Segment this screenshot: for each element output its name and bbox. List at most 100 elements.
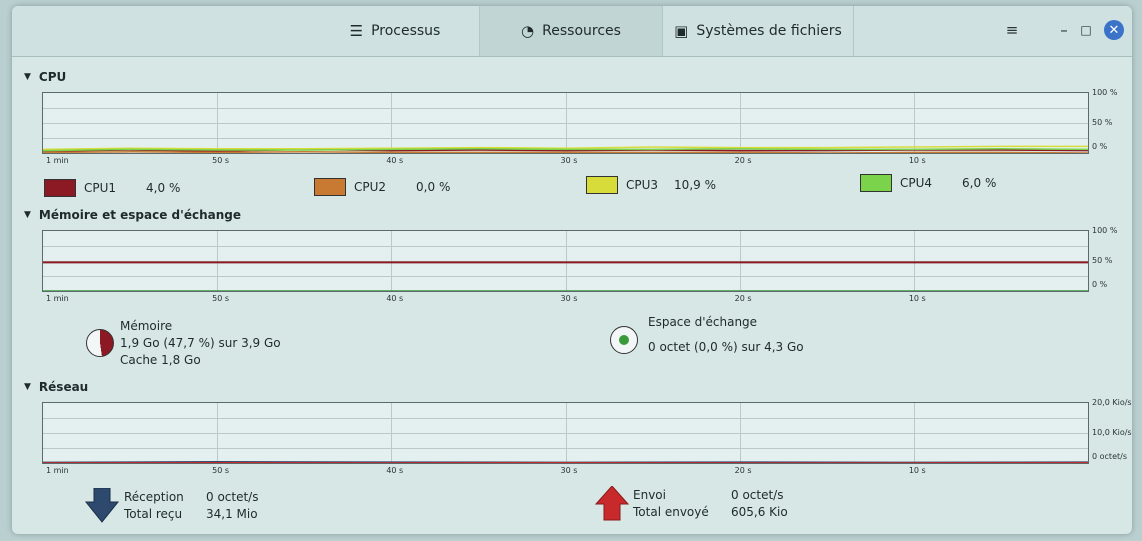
cpu-graph	[42, 92, 1089, 154]
section-title: Réseau	[38, 380, 89, 394]
swap-usage: 0 octet (0,0 %) sur 4,3 Go	[648, 340, 804, 354]
legend-name: CPU4	[900, 176, 933, 190]
cpu2-color-swatch[interactable]	[314, 178, 346, 196]
collapse-triangle-icon: ▼	[24, 382, 31, 392]
cpu-series-cpu2	[43, 151, 1088, 153]
cpu3-legend[interactable]: CPU3 10,9 %	[586, 176, 716, 194]
receive-total: 34,1 Mio	[206, 507, 258, 521]
memory-y-tick-label: 50 %	[1092, 256, 1113, 265]
legend-value: 6,0 %	[962, 176, 997, 190]
tab-processus[interactable]: ☰ Processus	[312, 6, 478, 56]
tab-empty	[853, 6, 1024, 56]
grid-line	[43, 123, 1088, 124]
network-y-tick-label: 0 octet/s	[1092, 452, 1127, 461]
tab-systemes-de-fichiers[interactable]: ▣ Systèmes de fichiers	[662, 6, 853, 56]
collapse-triangle-icon: ▼	[24, 210, 31, 220]
swap-dot-icon	[619, 335, 629, 345]
legend-value: 10,9 %	[674, 178, 716, 192]
memory-x-tick-label: 50 s	[212, 294, 230, 303]
legend-value: 0,0 %	[416, 180, 451, 194]
network-x-tick-label: 10 s	[908, 466, 926, 475]
cpu-y-tick-label: 0 %	[1092, 142, 1108, 151]
network-x-tick-label: 20 s	[734, 466, 752, 475]
menu-button[interactable]: ≡	[1000, 18, 1024, 42]
gauge-icon: ◔	[521, 22, 535, 40]
close-button[interactable]: ✕	[1104, 20, 1124, 40]
cpu4-color-swatch[interactable]	[860, 174, 892, 192]
maximize-button[interactable]: □	[1074, 18, 1098, 42]
cpu-series-cpu3	[43, 145, 1088, 151]
network-x-tick-label: 1 min	[46, 466, 69, 475]
network-plot-area	[43, 461, 1088, 463]
memory-usage-pie[interactable]	[86, 329, 114, 357]
list-icon: ☰	[349, 22, 364, 40]
download-arrow-icon[interactable]	[84, 488, 120, 524]
grid-line	[43, 433, 1088, 434]
upload-arrow-icon[interactable]	[594, 486, 630, 522]
memory-x-tick-label: 40 s	[386, 294, 404, 303]
cpu-x-tick-label: 40 s	[386, 156, 404, 165]
section-title: CPU	[38, 70, 67, 84]
swap-usage-pie[interactable]	[610, 326, 638, 354]
memory-title: Mémoire	[120, 319, 173, 333]
memory-x-tick-label: 10 s	[908, 294, 926, 303]
memory-plot-area	[43, 261, 1088, 291]
tab-ressources[interactable]: ◔ Ressources	[479, 6, 662, 56]
memory-cache: Cache 1,8 Go	[120, 353, 201, 367]
grid-line	[43, 448, 1088, 449]
close-icon: ✕	[1108, 22, 1120, 38]
memory-y-tick-label: 100 %	[1092, 226, 1118, 235]
grid-line	[43, 246, 1088, 247]
cpu-x-tick-label: 50 s	[212, 156, 230, 165]
network-y-tick-label: 20,0 Kio/s	[1092, 398, 1132, 407]
cpu-section-header[interactable]: ▼ CPU	[24, 70, 66, 84]
memory-x-tick-label: 30 s	[560, 294, 578, 303]
legend-value: 4,0 %	[146, 181, 181, 195]
tab-label: Ressources	[542, 23, 621, 39]
network-section-header[interactable]: ▼ Réseau	[24, 380, 88, 394]
grid-line	[43, 418, 1088, 419]
cpu1-legend[interactable]: CPU1 4,0 %	[44, 179, 180, 197]
receive-total-label: Total reçu	[124, 507, 183, 521]
cpu4-legend[interactable]: CPU4 6,0 %	[860, 174, 996, 192]
maximize-icon: □	[1080, 23, 1092, 37]
memory-x-tick-label: 20 s	[734, 294, 752, 303]
network-x-tick-label: 30 s	[560, 466, 578, 475]
send-rate: 0 octet/s	[731, 488, 784, 502]
memory-section-header[interactable]: ▼ Mémoire et espace d'échange	[24, 208, 241, 222]
receive-rate: 0 octet/s	[206, 490, 259, 504]
title-bar: ☰ Processus ◔ Ressources ▣ Systèmes de f…	[12, 6, 1132, 57]
memory-x-tick-label: 1 min	[46, 294, 69, 303]
memory-info: Mémoire 1,9 Go (47,7 %) sur 3,9 Go Cache…	[120, 318, 281, 369]
send-info: Envoi 0 octet/s Total envoyé 605,6 Kio	[633, 487, 788, 521]
swap-info: Espace d'échange 0 octet (0,0 %) sur 4,3…	[648, 314, 804, 356]
cpu1-color-swatch[interactable]	[44, 179, 76, 197]
cpu3-color-swatch[interactable]	[586, 176, 618, 194]
section-title: Mémoire et espace d'échange	[38, 208, 241, 222]
network-y-tick-label: 10,0 Kio/s	[1092, 428, 1132, 437]
memory-usage: 1,9 Go (47,7 %) sur 3,9 Go	[120, 336, 281, 350]
send-label: Envoi	[633, 488, 666, 502]
network-x-tick-label: 40 s	[386, 466, 404, 475]
legend-name: CPU1	[84, 181, 117, 195]
send-total: 605,6 Kio	[731, 505, 788, 519]
send-total-label: Total envoyé	[633, 505, 709, 519]
system-monitor-window: ☰ Processus ◔ Ressources ▣ Systèmes de f…	[12, 6, 1132, 534]
cpu2-legend[interactable]: CPU2 0,0 %	[314, 178, 450, 196]
cpu-y-tick-label: 100 %	[1092, 88, 1118, 97]
grid-line	[43, 138, 1088, 139]
cpu-series-cpu4	[43, 148, 1088, 152]
swap-title: Espace d'échange	[648, 315, 758, 329]
cpu-x-tick-label: 30 s	[560, 156, 578, 165]
tab-label: Processus	[371, 23, 441, 39]
legend-name: CPU2	[354, 180, 387, 194]
minimize-button[interactable]: –	[1052, 18, 1076, 42]
memory-graph	[42, 230, 1089, 292]
memory-y-tick-label: 0 %	[1092, 280, 1108, 289]
network-graph	[42, 402, 1089, 464]
receive-label: Réception	[124, 490, 184, 504]
minimize-icon: –	[1060, 21, 1068, 39]
grid-line	[43, 276, 1088, 277]
cpu-x-tick-label: 1 min	[46, 156, 69, 165]
cpu-y-tick-label: 50 %	[1092, 118, 1113, 127]
